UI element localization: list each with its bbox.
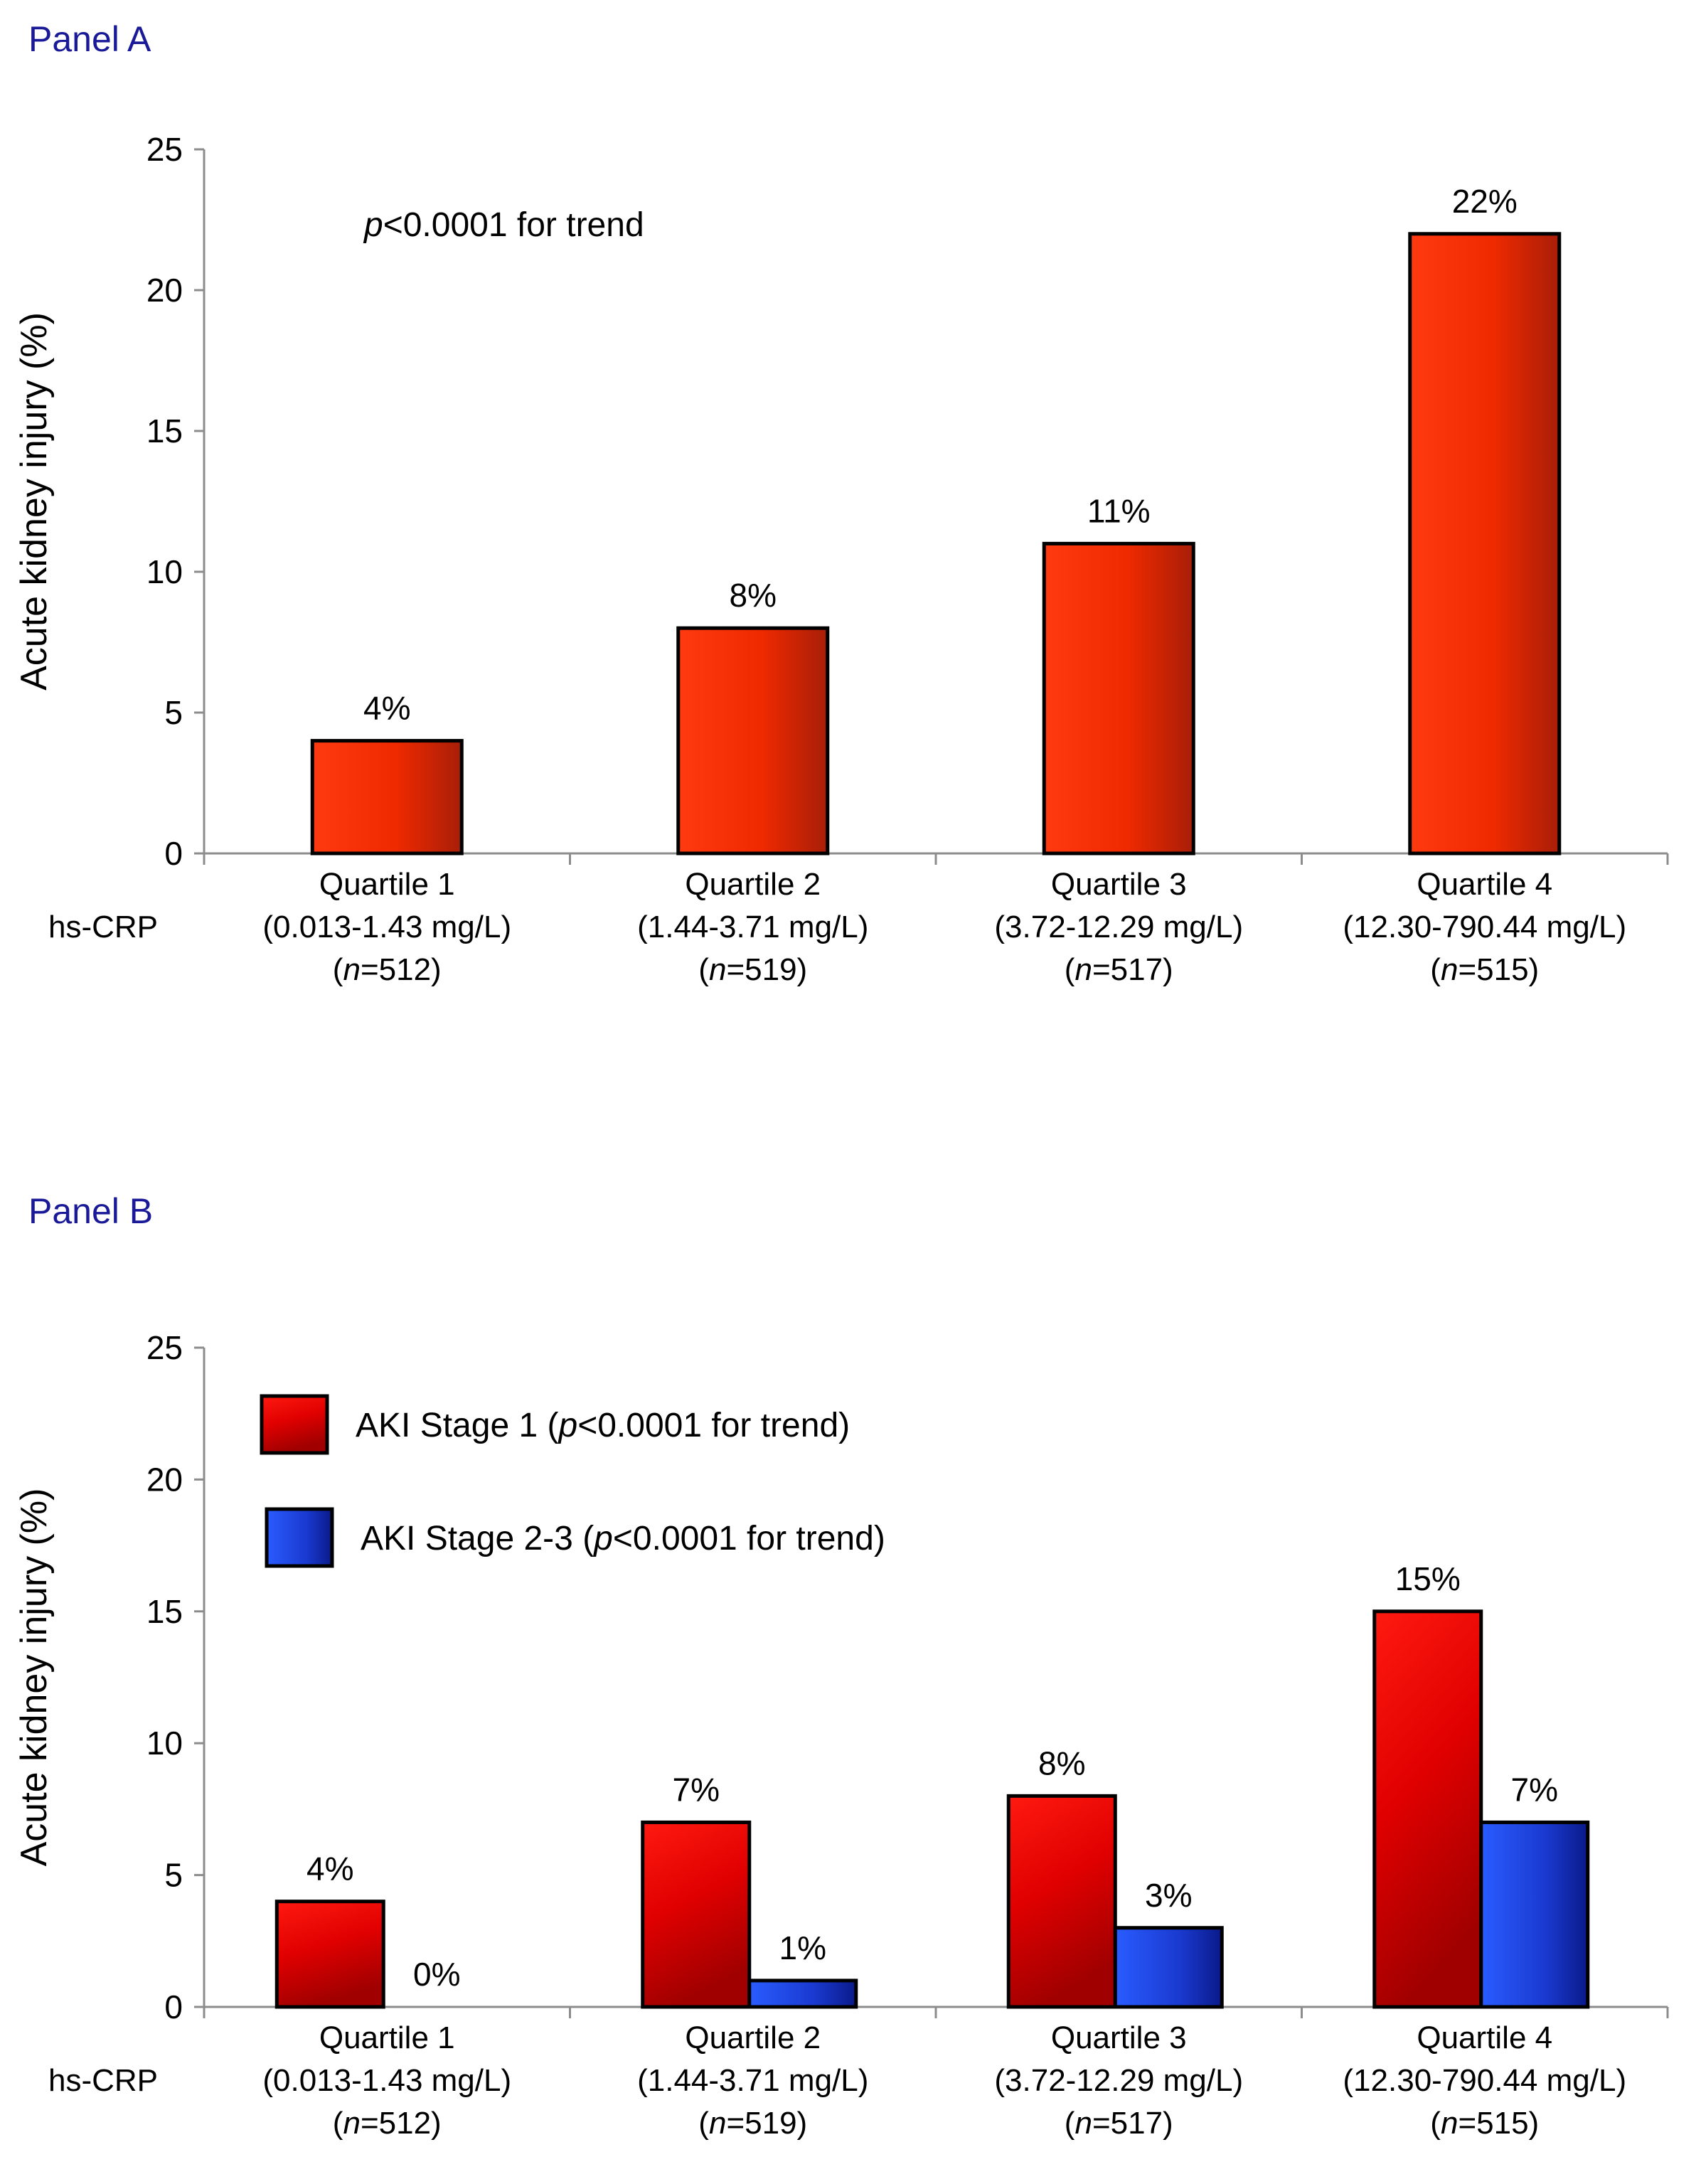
bar-a-aki-q3 [1042,541,1195,856]
panel-label-a: Panel A [28,19,151,59]
bar-a-aki-q4 [1408,232,1562,856]
legend-swatch-1 [260,1394,329,1455]
x-category-n: (n=517) [1065,952,1173,987]
panel-label-b: Panel B [28,1191,153,1231]
x-category-range: (12.30-790.44 mg/L) [1343,2063,1626,2098]
y-tick-label: 15 [146,1593,183,1630]
panel-a: Panel A 0 5 10 15 20 25 Acute kidney injury (%)… [14,19,1669,987]
y-tick-label: 0 [164,1988,183,2025]
trend-annotation: p<0.0001 for trend [363,206,644,244]
bar-b-aki-stage-2-3-q3 [1113,1926,1224,2009]
y-tick-label: 20 [146,272,183,309]
y-axis-label-b: Acute kidney injury (%) [14,1488,55,1867]
legend-label-1: AKI Stage 1 (p<0.0001 for trend) [356,1407,850,1444]
x-category-name: Quartile 3 [1051,2020,1187,2055]
data-label: 4% [363,690,410,727]
y-tick-label: 10 [146,1725,183,1762]
x-category-range: (3.72-12.29 mg/L) [994,910,1243,944]
bar-a-aki-q2 [676,626,830,856]
x-category-n: (n=517) [1065,2106,1173,2141]
bar-b-aki-stage-1-q4 [1372,1609,1483,2009]
bar-b-aki-stage-1-q1 [274,1900,385,2009]
data-label: 7% [673,1771,720,1808]
x-category-range: (1.44-3.71 mg/L) [637,2063,868,2098]
x-category-range: (12.30-790.44 mg/L) [1343,910,1626,944]
legend-label-2: AKI Stage 2-3 (p<0.0001 for trend) [361,1520,885,1557]
x-category-range: (0.013-1.43 mg/L) [262,910,511,944]
x-category-range: (3.72-12.29 mg/L) [994,2063,1243,2098]
x-category-n: (n=519) [698,952,807,987]
x-category-name: Quartile 2 [685,867,821,902]
y-tick-label: 25 [146,1329,183,1366]
x-category-name: Quartile 1 [319,867,455,902]
data-label: 11% [1087,492,1151,529]
x-category-n: (n=512) [333,2106,442,2141]
data-label: 15% [1395,1560,1461,1597]
x-category-name: Quartile 4 [1417,2020,1552,2055]
y-tick-label: 20 [146,1461,183,1498]
bar-b-aki-stage-2-3-q4 [1479,1820,1590,2009]
y-tick-label: 5 [164,694,183,731]
x-category-n: (n=515) [1430,2106,1539,2141]
y-tick-label: 5 [164,1857,183,1894]
data-label: 4% [306,1850,353,1887]
x-category-name: Quartile 3 [1051,867,1187,902]
y-tick-label: 10 [146,553,183,590]
x-category-range: (1.44-3.71 mg/L) [637,910,868,944]
data-label: 8% [730,577,777,614]
x-category-n: (n=519) [698,2106,807,2141]
data-label: 0% [413,1956,460,1993]
x-category-name: Quartile 1 [319,2020,455,2055]
bar-b-aki-stage-1-q2 [641,1820,752,2009]
y-axis-label-a: Acute kidney injury (%) [14,312,55,691]
y-tick-label: 15 [146,412,183,449]
bar-b-aki-stage-2-3-q2 [747,1978,858,2009]
data-label: 1% [779,1929,826,1966]
data-label: 22% [1452,183,1518,220]
panel-b: Panel B 0 5 10 15 20 25 Acute kidney injury (%)… [14,1191,1669,2141]
x-category-range: (0.013-1.43 mg/L) [262,2063,511,2098]
x-category-n: (n=512) [333,952,442,987]
y-tick-label: 25 [146,131,183,168]
data-label: 8% [1038,1744,1085,1781]
x-category-name: Quartile 4 [1417,867,1552,902]
row-label-hs-crp: hs-CRP [48,2063,158,2098]
bar-a-aki-q1 [310,739,464,856]
x-category-name: Quartile 2 [685,2020,821,2055]
data-label: 3% [1145,1877,1192,1914]
x-category-n: (n=515) [1430,952,1539,987]
data-label: 7% [1511,1771,1558,1808]
row-label-hs-crp: hs-CRP [48,910,158,944]
bar-b-aki-stage-1-q3 [1006,1794,1117,2009]
legend-swatch-2 [265,1507,334,1568]
y-tick-label: 0 [164,835,183,872]
